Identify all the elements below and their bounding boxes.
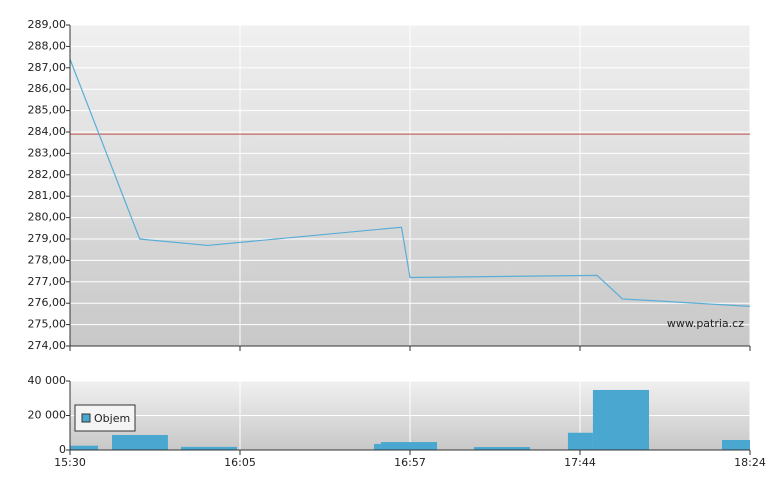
y-tick-label: 287,00 <box>28 61 67 74</box>
y-tick-label: 40 000 <box>28 374 67 387</box>
x-tick-label: 15:30 <box>54 456 86 469</box>
price-line <box>69 59 751 308</box>
volume-bar <box>70 445 99 450</box>
y-tick-label: 20 000 <box>28 409 67 422</box>
y-tick-label: 276,00 <box>28 296 67 309</box>
y-tick-label: 282,00 <box>28 168 67 181</box>
volume-bar <box>721 439 750 450</box>
y-tick-label: 289,00 <box>28 18 67 31</box>
y-tick-label: 281,00 <box>28 189 67 202</box>
y-tick-label: 280,00 <box>28 211 67 224</box>
watermark: www.patria.cz <box>667 317 744 330</box>
y-tick-label: 286,00 <box>28 82 67 95</box>
y-tick-label: 278,00 <box>28 253 67 266</box>
y-tick-label: 284,00 <box>28 125 67 138</box>
volume-bar <box>567 432 593 450</box>
legend-swatch <box>81 413 91 423</box>
volume-bar <box>111 434 168 450</box>
y-tick-label: 274,00 <box>28 339 67 352</box>
y-tick-label: 285,00 <box>28 104 67 117</box>
volume-bar <box>373 443 381 450</box>
y-tick-label: 279,00 <box>28 232 67 245</box>
x-tick-label: 16:05 <box>224 456 256 469</box>
x-tick-label: 16:57 <box>394 456 426 469</box>
volume-bar <box>380 442 438 450</box>
y-tick-label: 288,00 <box>28 39 67 52</box>
y-tick-label: 275,00 <box>28 318 67 331</box>
volume-bar <box>592 389 650 450</box>
volume-bar <box>181 446 237 450</box>
x-tick-label: 17:44 <box>564 456 596 469</box>
x-tick-label: 18:24 <box>734 456 766 469</box>
volume-bar <box>473 447 531 450</box>
y-tick-label: 277,00 <box>28 275 67 288</box>
legend-label: Objem <box>94 412 130 425</box>
y-tick-label: 0 <box>59 443 66 456</box>
y-tick-label: 283,00 <box>28 146 67 159</box>
